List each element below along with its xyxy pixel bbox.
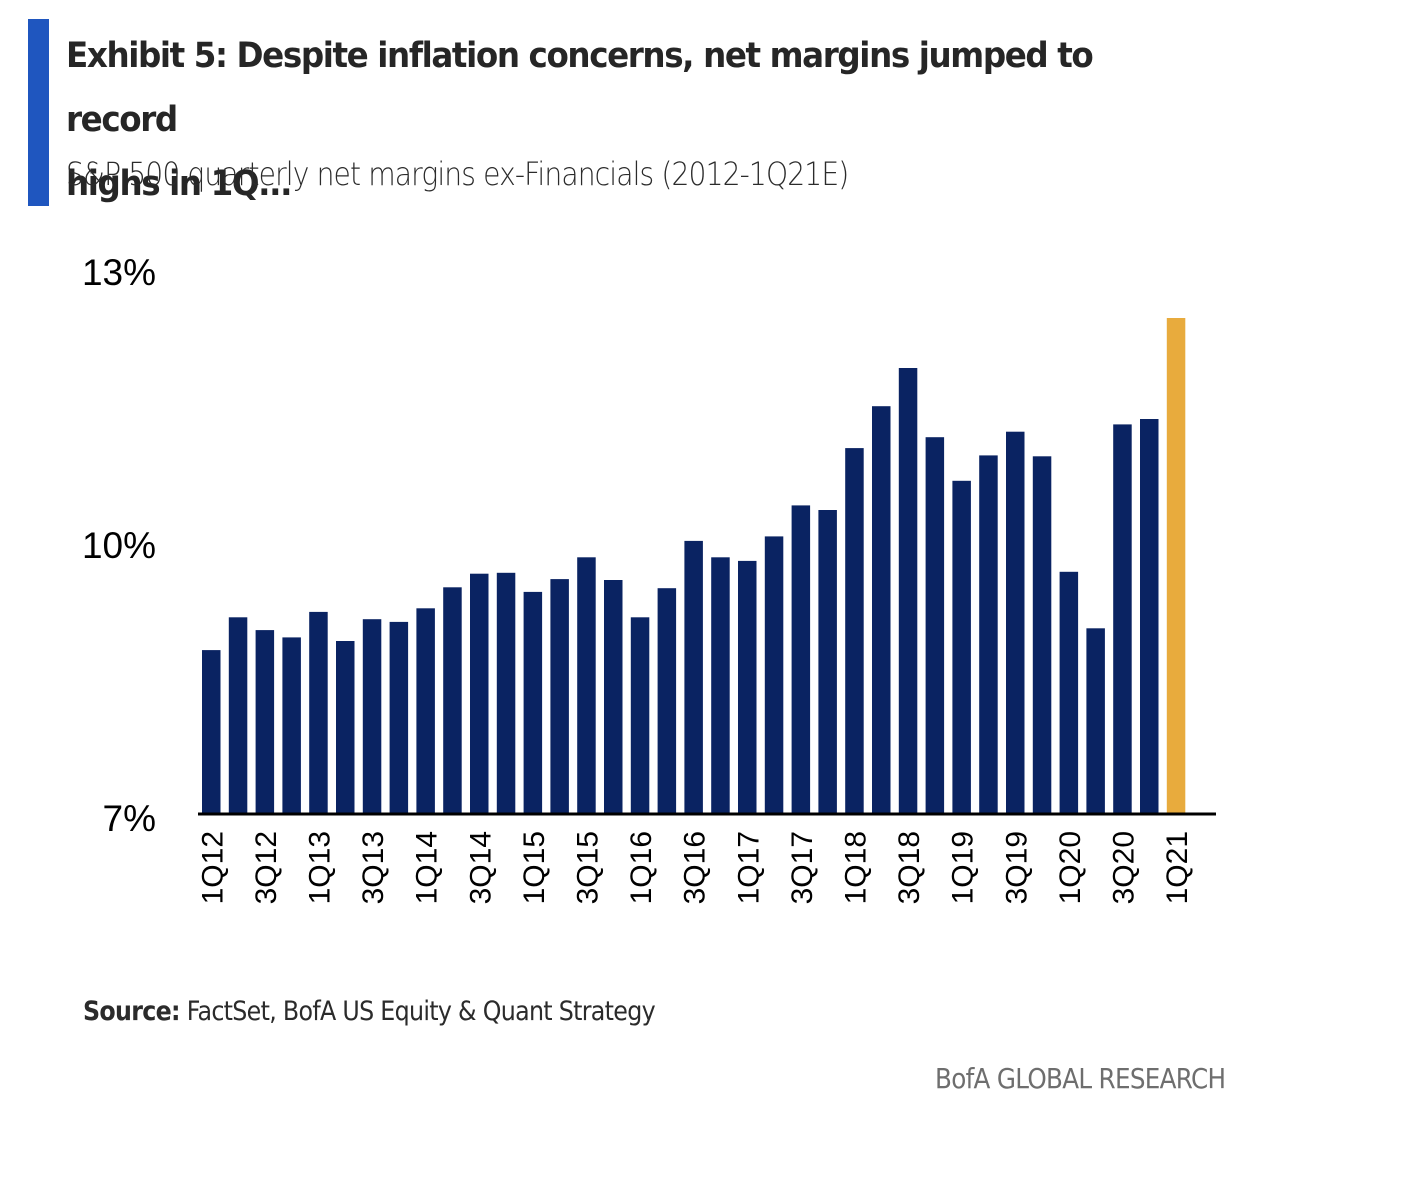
- bar: [282, 637, 301, 813]
- x-tick-label: 3Q19: [1000, 831, 1033, 904]
- bars: [202, 318, 1186, 814]
- x-tick-label: 3Q15: [571, 831, 604, 904]
- y-tick-label: 13%: [82, 252, 156, 293]
- bar: [738, 560, 757, 813]
- bar: [764, 536, 784, 813]
- source-label: Source:: [83, 996, 181, 1027]
- source-note: Source: FactSet, BofA US Equity & Quant …: [83, 996, 656, 1027]
- bar: [979, 455, 998, 813]
- x-tick-label: 1Q19: [947, 831, 980, 904]
- bar: [1086, 628, 1105, 813]
- bar: [818, 510, 837, 813]
- bar: [336, 641, 355, 813]
- bar-chart: 7% 10% 13% 1Q12 3Q12 1Q13 3Q13 1Q14 3Q14 1Q15 3Q1…: [82, 252, 1216, 904]
- bar: [362, 619, 382, 813]
- bar: [255, 630, 275, 813]
- x-tick-label: 3Q14: [464, 831, 497, 904]
- chart-title-line-1: Exhibit 5: Despite inflation concerns, n…: [66, 36, 1094, 140]
- bar: [925, 437, 945, 813]
- chart-subtitle: S&P 500 quarterly net margins ex-Financi…: [66, 155, 849, 193]
- chart-title: Exhibit 5: Despite inflation concerns, n…: [66, 24, 1182, 216]
- bar: [845, 448, 864, 813]
- bar: [1113, 424, 1132, 813]
- bar: [872, 406, 891, 813]
- title-accent-bar: [28, 19, 49, 206]
- y-tick-label: 10%: [82, 525, 156, 566]
- bar: [1032, 456, 1052, 813]
- x-tick-label: 3Q17: [786, 831, 819, 904]
- bar: [550, 579, 569, 813]
- bar: [630, 617, 650, 813]
- x-tick-label: 1Q13: [303, 831, 336, 904]
- x-axis: 1Q12 3Q12 1Q13 3Q13 1Q14 3Q14 1Q15 3Q15 1Q16 3Q16…: [196, 831, 1194, 904]
- bar: [496, 572, 516, 813]
- x-tick-label: 3Q20: [1107, 831, 1140, 904]
- bar: [1006, 431, 1025, 813]
- chart-title-line-2: highs in 1Q...: [66, 164, 292, 204]
- bar: [604, 580, 623, 813]
- bar: [470, 573, 489, 813]
- bar: [523, 591, 543, 813]
- bar: [1140, 419, 1159, 813]
- bar: [443, 587, 462, 813]
- bar: [577, 557, 596, 813]
- x-tick-label: 1Q16: [625, 831, 658, 904]
- x-tick-label: 3Q16: [679, 831, 712, 904]
- bar: [1059, 571, 1079, 813]
- x-tick-label: 1Q18: [839, 831, 872, 904]
- x-tick-label: 1Q15: [518, 831, 551, 904]
- y-tick-label: 7%: [103, 798, 156, 839]
- bar: [202, 650, 221, 813]
- bar: [711, 557, 730, 813]
- source-text: FactSet, BofA US Equity & Quant Strategy: [179, 996, 656, 1027]
- bar: [389, 621, 409, 813]
- brand-footer: BofA GLOBAL RESEARCH: [935, 1062, 1226, 1095]
- x-tick-label: 3Q18: [893, 831, 926, 904]
- x-tick-label: 1Q12: [196, 831, 229, 904]
- x-tick-label: 1Q17: [732, 831, 765, 904]
- x-tick-label: 1Q21: [1161, 831, 1194, 904]
- x-tick-label: 1Q20: [1054, 831, 1087, 904]
- bar: [684, 540, 703, 813]
- bar: [309, 611, 328, 813]
- x-tick-label: 3Q13: [357, 831, 390, 904]
- x-tick-label: 3Q12: [250, 831, 283, 904]
- bar: [791, 505, 811, 813]
- bar: [416, 608, 435, 814]
- bar: [228, 617, 248, 813]
- bar: [657, 588, 677, 813]
- bar-highlighted: [1166, 318, 1186, 813]
- y-axis: 7% 10% 13%: [82, 252, 156, 839]
- bar: [898, 368, 918, 813]
- bar: [952, 480, 971, 813]
- x-tick-label: 1Q14: [411, 831, 444, 904]
